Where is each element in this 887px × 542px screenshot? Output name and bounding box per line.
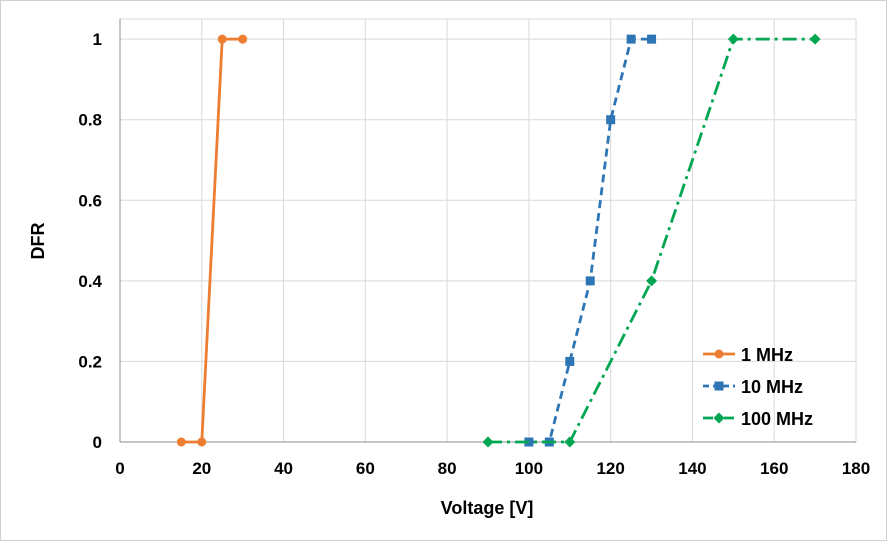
- series-line: [181, 37, 243, 444]
- x-tick-label: 0: [115, 459, 124, 478]
- x-tick-label: 40: [274, 459, 293, 478]
- y-axis-title: DFR: [28, 223, 48, 260]
- x-tick-label: 160: [760, 459, 788, 478]
- x-tick-label: 80: [438, 459, 457, 478]
- y-tick-label: 0.4: [78, 272, 102, 291]
- data-point: [176, 437, 186, 447]
- data-point: [217, 34, 227, 44]
- data-point: [585, 276, 595, 286]
- legend-label: 10 MHz: [741, 377, 803, 397]
- legend-entry: 10 MHz: [703, 377, 803, 397]
- data-point: [197, 437, 207, 447]
- series-1: [176, 34, 248, 447]
- x-tick-label: 140: [678, 459, 706, 478]
- x-tick-label: 60: [356, 459, 375, 478]
- data-point: [626, 34, 636, 44]
- data-point: [727, 33, 739, 45]
- data-point: [809, 33, 821, 45]
- series-3: [482, 33, 821, 448]
- y-tick-label: 0: [93, 433, 102, 452]
- legend-marker: [714, 381, 724, 391]
- y-tick-label: 0.2: [78, 352, 102, 371]
- data-point: [564, 436, 576, 448]
- data-point: [647, 34, 657, 44]
- legend-label: 1 MHz: [741, 345, 793, 365]
- x-tick-label: 180: [842, 459, 870, 478]
- y-tick-label: 1: [93, 30, 102, 49]
- series-line: [528, 37, 652, 444]
- data-point: [482, 436, 494, 448]
- series-2: [524, 34, 657, 447]
- x-axis-title: Voltage [V]: [441, 498, 534, 518]
- y-tick-label: 0.6: [78, 191, 102, 210]
- legend-label: 100 MHz: [741, 409, 813, 429]
- legend-marker: [713, 412, 725, 424]
- legend-entry: 100 MHz: [703, 409, 813, 429]
- x-tick-label: 120: [596, 459, 624, 478]
- x-tick-label: 100: [515, 459, 543, 478]
- legend-entry: 1 MHz: [703, 345, 793, 365]
- legend-marker: [714, 349, 724, 359]
- data-point: [606, 115, 616, 125]
- data-point: [646, 275, 658, 287]
- y-tick-label: 0.8: [78, 111, 102, 130]
- data-point: [565, 356, 575, 366]
- data-point: [238, 34, 248, 44]
- series-layer: [176, 33, 821, 448]
- legend: 1 MHz 10 MHz 100 MHz: [703, 345, 813, 429]
- tick-labels: 0 20 40 60 80 100 120 140 160 180 0 0.2 0.4 0.6 0.8 1: [78, 30, 870, 478]
- x-tick-label: 20: [192, 459, 211, 478]
